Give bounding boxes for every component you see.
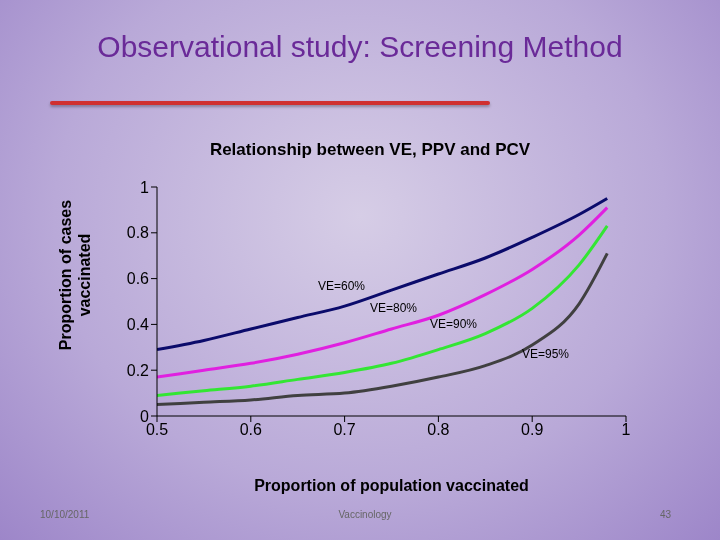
html-text:VE=60%: VE=60% [318,279,365,293]
svg-text:0.4: 0.4 [127,316,149,333]
html-text:Proportion of population vacci: Proportion of population vaccinated [254,477,529,494]
svg-text:0.8: 0.8 [127,224,149,241]
html-text:VE=80%: VE=80% [370,301,417,315]
html-text:VE=95%: VE=95% [522,347,569,361]
svg-text:0.9: 0.9 [521,421,543,438]
svg-text:1: 1 [622,421,631,438]
svg-text:1: 1 [140,179,149,196]
html-text:Observational study: Screening: Observational study: Screening Method [97,30,623,63]
svg-text:0: 0 [140,408,149,425]
svg-text:0.8: 0.8 [427,421,449,438]
html-text:Relationship between VE, PPV a: Relationship between VE, PPV and PCV [209,140,531,159]
html-text:Proportion of cases vaccinated: Proportion of cases vaccinated [57,199,93,351]
svg-text:0.5: 0.5 [146,421,168,438]
html-text:VE=90%: VE=90% [430,317,477,331]
html-text:Vaccinology: Vaccinology [338,509,392,520]
svg-text:0.6: 0.6 [240,421,262,438]
svg-text:0.7: 0.7 [333,421,355,438]
html-text:10/10/2011: 10/10/2011 [40,509,90,520]
html-text:43: 43 [660,509,672,520]
svg-text:0.6: 0.6 [127,270,149,287]
svg-text:0.2: 0.2 [127,362,149,379]
